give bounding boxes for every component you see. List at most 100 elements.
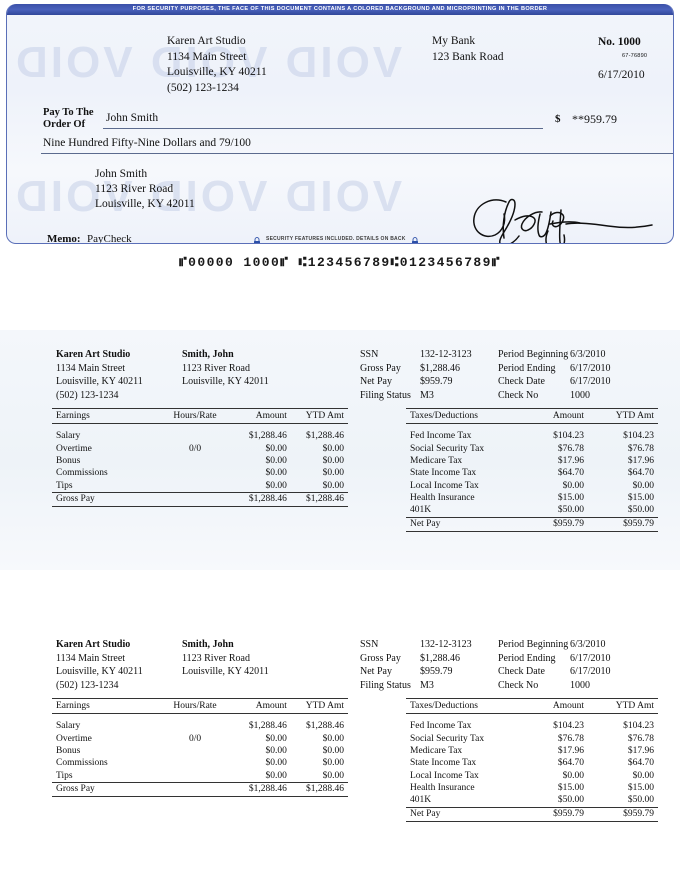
stub2-ssn-label: SSN — [360, 639, 379, 650]
table-row: 401K $50.00 $50.00 — [406, 504, 658, 517]
stub2-period-end-label: Period Ending — [498, 652, 556, 664]
stub2-netpay-label: Net Pay — [360, 666, 392, 677]
stub2-employer-city: Louisville, KY 40211 — [56, 666, 143, 677]
stub1-ded-ytd-6: $50.00 — [627, 505, 654, 516]
stub2-info-left-labels: SSN Gross Pay Net Pay Filing Status — [360, 638, 411, 692]
stub2-ded-ytd-1: $76.78 — [627, 733, 654, 744]
stub1-earnings-table: Earnings Hours/Rate Amount YTD Amt Salar… — [52, 408, 348, 508]
stub2-earn-ytd-4: $0.00 — [322, 770, 344, 781]
stub2-ded-amount-3: $64.70 — [557, 758, 584, 769]
stub2-earnings-total-row: Gross Pay $1,288.46 $1,288.46 — [52, 781, 348, 798]
pay-to-line1: Pay To The — [43, 107, 94, 118]
stub2-employee-city: Louisville, KY 42011 — [182, 666, 269, 677]
stub2-ded-ytd-2: $17.96 — [627, 745, 654, 756]
table-row: Health Insurance $15.00 $15.00 — [406, 492, 658, 504]
stub1-ded-amount-1: $76.78 — [557, 443, 584, 454]
stub2-netpay-value: $959.79 — [420, 666, 453, 677]
stub1-gross-pay-ytd: $1,288.46 — [290, 491, 348, 508]
table-row: Commissions $0.00 $0.00 — [52, 467, 348, 479]
stub1-info-right-labels: Period Beginning Period Ending Check Dat… — [498, 348, 568, 402]
stub1-earnings-col-amount: Amount — [230, 408, 291, 424]
stub1-earn-amount-4: $0.00 — [265, 480, 287, 491]
stub2-earn-name-2: Bonus — [56, 745, 81, 756]
stub2-earnings-col-ytd: YTD Amt — [290, 698, 348, 714]
stub2-earn-amount-3: $0.00 — [265, 758, 287, 769]
stub2-earn-ytd-0: $1,288.46 — [306, 721, 344, 732]
stub2-earn-ytd-3: $0.00 — [322, 758, 344, 769]
stub2-ded-name-6: 401K — [410, 795, 432, 806]
table-row: Social Security Tax $76.78 $76.78 — [406, 442, 658, 454]
stub1-earn-amount-1: $0.00 — [265, 443, 287, 454]
stub1-employee-city: Louisville, KY 42011 — [182, 376, 269, 387]
stub2-employee-name: Smith, John — [182, 639, 234, 650]
stub2-deductions-total-row: Net Pay $959.79 $959.79 — [406, 806, 658, 823]
stub2-gross-pay-amount: $1,288.46 — [230, 781, 291, 798]
stub2-ded-col-ytd: YTD Amt — [588, 698, 658, 714]
stub1-employer-phone: (502) 123-1234 — [56, 389, 119, 401]
stub1-ded-name-0: Fed Income Tax — [410, 431, 472, 442]
stub2-earn-hours-1: 0/0 — [188, 733, 202, 744]
micr-line: ⑈00000 1000⑈ ⑆123456789⑆0123456789⑈ — [0, 253, 680, 271]
table-row: Overtime 0/0 $0.00 $0.00 — [52, 732, 348, 744]
table-row: Salary $1,288.46 $1,288.46 — [52, 720, 348, 732]
stub2-info-right-labels: Period Beginning Period Ending Check Dat… — [498, 638, 568, 692]
stub2-earn-amount-2: $0.00 — [265, 745, 287, 756]
padlock-icon-right — [411, 234, 419, 243]
payer-city-state-zip: Louisville, KY 40211 — [167, 66, 267, 78]
stub2-earn-hours-0 — [160, 720, 230, 732]
stub2-ded-ytd-0: $104.23 — [623, 721, 654, 732]
stub2-ded-ytd-4: $0.00 — [632, 770, 654, 781]
stub2-filing-value: M3 — [420, 679, 434, 691]
stub2-info-left-values: 132-12-3123 $1,288.46 $959.79 M3 — [420, 638, 472, 692]
stub1-deductions-total-row: Net Pay $959.79 $959.79 — [406, 516, 658, 533]
stub1-ded-amount-4: $0.00 — [562, 480, 584, 491]
table-row: Bonus $0.00 $0.00 — [52, 455, 348, 467]
stub1-deductions-table: Taxes/Deductions Amount YTD Amt Fed Inco… — [406, 408, 658, 533]
stub1-earn-hours-2 — [160, 455, 230, 467]
stub1-employer-block: Karen Art Studio 1134 Main Street Louisv… — [56, 348, 143, 402]
stub2-period-end-value: 6/17/2010 — [570, 652, 611, 664]
stub1-ded-amount-5: $15.00 — [557, 493, 584, 504]
stub2-employer-block: Karen Art Studio 1134 Main Street Louisv… — [56, 638, 143, 692]
stub2-earn-amount-0: $1,288.46 — [248, 721, 287, 732]
stub1-earn-ytd-2: $0.00 — [322, 455, 344, 466]
stub1-period-end-label: Period Ending — [498, 362, 556, 374]
stub2-ded-ytd-5: $15.00 — [627, 783, 654, 794]
stub2-earn-hours-2 — [160, 745, 230, 757]
stub1-ded-amount-3: $64.70 — [557, 468, 584, 479]
stub2-gross-pay-label: Gross Pay — [52, 781, 160, 798]
security-features-strip: SECURITY FEATURES INCLUDED. DETAILS ON B… — [253, 234, 419, 243]
stub2-earn-name-4: Tips — [56, 770, 73, 781]
stub1-ded-ytd-0: $104.23 — [623, 431, 654, 442]
stub1-ded-name-4: Local Income Tax — [410, 480, 479, 491]
stub1-earn-hours-4 — [160, 480, 230, 493]
stub2-employer-street: 1134 Main Street — [56, 652, 126, 664]
stub2-earn-amount-4: $0.00 — [265, 770, 287, 781]
stub2-check-date-label: Check Date — [498, 666, 545, 677]
table-row: Fed Income Tax $104.23 $104.23 — [406, 720, 658, 732]
stub1-gross-pay-hours — [159, 491, 231, 508]
table-row: Social Security Tax $76.78 $76.78 — [406, 732, 658, 744]
payee-addr-name: John Smith — [95, 168, 148, 180]
stub2-ded-amount-5: $15.00 — [557, 783, 584, 794]
stub2-employer-name: Karen Art Studio — [56, 639, 131, 650]
stub2-earnings-table: Earnings Hours/Rate Amount YTD Amt Salar… — [52, 698, 348, 798]
stub1-ded-ytd-5: $15.00 — [627, 493, 654, 504]
stub2-ded-ytd-3: $64.70 — [627, 758, 654, 769]
stub2-deductions-table: Taxes/Deductions Amount YTD Amt Fed Inco… — [406, 698, 658, 823]
stub1-earn-amount-0: $1,288.46 — [248, 431, 287, 442]
stub2-earn-name-1: Overtime — [56, 733, 92, 744]
stub2-ded-amount-0: $104.23 — [553, 721, 584, 732]
stub1-employer-street: 1134 Main Street — [56, 362, 126, 374]
payee-rule-line — [103, 128, 543, 129]
stub1-earn-name-1: Overtime — [56, 443, 92, 454]
stub2-earn-amount-1: $0.00 — [265, 733, 287, 744]
stub1-earn-hours-3 — [160, 467, 230, 479]
stub1-check-no-label: Check No — [498, 389, 539, 401]
stub1-employer-name: Karen Art Studio — [56, 349, 131, 360]
pay-to-the-order-of-label: Pay To The Order Of — [43, 107, 94, 130]
stub1-ded-name-1: Social Security Tax — [410, 443, 485, 454]
stub2-ded-amount-2: $17.96 — [557, 745, 584, 756]
stub2-earn-name-3: Commissions — [56, 758, 108, 769]
stub1-ssn-label: SSN — [360, 349, 379, 360]
